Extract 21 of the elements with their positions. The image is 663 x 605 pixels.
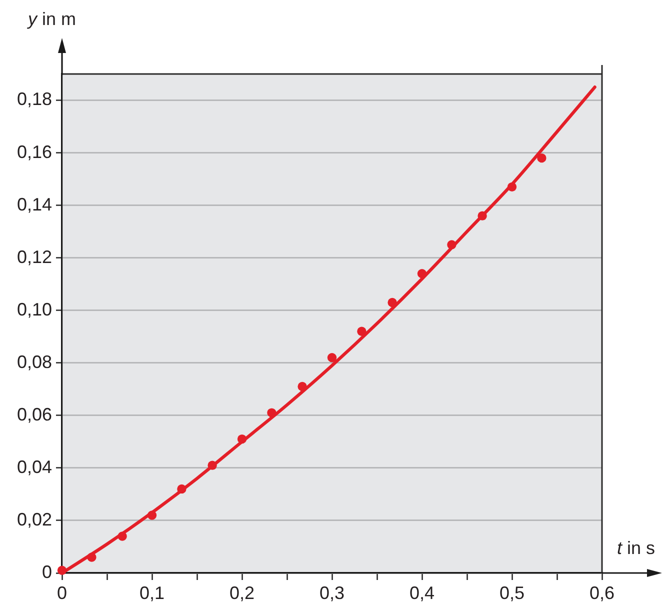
- x-tick-label: 0: [56, 582, 68, 603]
- x-tick-label: 0,5: [499, 582, 525, 603]
- y-tick-label: 0,18: [16, 89, 52, 110]
- point: [537, 153, 546, 163]
- y-tick-label: 0,06: [16, 404, 52, 424]
- x-tick-label: 0,6: [589, 582, 615, 603]
- x-tick-label: 0,4: [409, 582, 435, 603]
- x-tick-label: 0,2: [229, 582, 255, 603]
- x-tick-label: 0,1: [139, 582, 165, 603]
- x-axis-title: t in s: [617, 538, 656, 558]
- point: [327, 353, 337, 362]
- x-tick-label: 0,3: [319, 582, 345, 603]
- y-tick-label: 0,08: [16, 352, 52, 372]
- y-tick-label: 0,10: [16, 299, 52, 320]
- y-tick-label: 0: [42, 562, 52, 582]
- y-axis-title: y in m: [28, 9, 76, 29]
- y-tick-label: 0,04: [16, 456, 52, 477]
- y-tick-label: 0,12: [16, 246, 52, 267]
- y-tick-label: 0,16: [16, 142, 52, 162]
- y-tick-label: 0,02: [16, 509, 52, 530]
- y-tick-label: 0,14: [16, 194, 52, 214]
